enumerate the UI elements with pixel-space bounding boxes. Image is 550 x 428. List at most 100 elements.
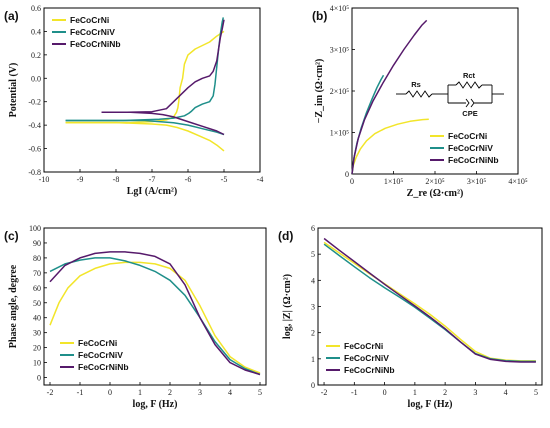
legend-label: FeCoCrNi (344, 341, 383, 351)
x-axis-label: LgI (A/cm²) (127, 186, 178, 197)
y-tick-label: 2 (311, 329, 315, 338)
x-tick-label: 0 (383, 388, 387, 397)
y-tick-label: 4 (311, 276, 315, 285)
y-tick-label: 100 (29, 224, 41, 233)
y-tick-label: 70 (33, 269, 41, 278)
y-tick-label: 3×10⁵ (330, 46, 350, 55)
x-tick-label: -2 (47, 388, 54, 397)
y-tick-label: 60 (33, 284, 41, 293)
y-tick-label: 0 (345, 170, 349, 179)
x-tick-label: 3 (198, 388, 202, 397)
rct-label: Rct (463, 71, 476, 80)
x-tick-label: -4 (257, 175, 264, 184)
y-tick-label: 0 (311, 381, 315, 390)
panel-label: (a) (4, 9, 19, 23)
y-tick-label: -0.8 (28, 168, 41, 177)
legend-label: FeCoCrNi (78, 338, 117, 348)
series-line (351, 19, 428, 175)
x-tick-label: 2×10⁵ (425, 177, 445, 186)
y-tick-label: 3 (311, 303, 315, 312)
legend-label: FeCoCrNi (448, 131, 487, 141)
cpe-label: CPE (462, 109, 477, 118)
x-tick-label: -6 (185, 175, 192, 184)
x-tick-label: 1×10⁵ (384, 177, 404, 186)
series-line (49, 251, 261, 376)
x-tick-label: 2 (168, 388, 172, 397)
x-tick-label: 5 (534, 388, 538, 397)
rct-resistor (455, 81, 483, 89)
y-axis-label: Phase angle, degree (8, 264, 19, 348)
y-tick-label: 40 (33, 314, 41, 323)
y-tick-label: -0.2 (28, 98, 41, 107)
x-tick-label: 4 (504, 388, 508, 397)
y-tick-label: -0.4 (28, 121, 41, 130)
rs-resistor (405, 90, 433, 98)
y-tick-label: 1×10⁵ (330, 129, 350, 138)
y-tick-label: 5 (311, 250, 315, 259)
chart-panel: 0 1×10⁵ 2×10⁵ 3×10⁵ 4×10⁵ 0 1×10⁵ 2×10⁵ 3×10⁵ 4×1… (312, 4, 528, 199)
y-tick-label: 0 (37, 374, 41, 383)
x-tick-label: 1 (413, 388, 417, 397)
y-tick-label: 10 (33, 359, 41, 368)
legend-label: FeCoCrNiV (448, 143, 493, 153)
x-tick-label: -9 (77, 175, 84, 184)
x-tick-label: 0 (108, 388, 112, 397)
rs-label: Rs (411, 80, 421, 89)
equivalent-circuit: Rs Rct CPE (396, 71, 504, 118)
y-tick-label: 0.4 (31, 27, 41, 36)
x-tick-label: -8 (113, 175, 120, 184)
x-tick-label: -1 (77, 388, 84, 397)
y-tick-label: 2×10⁵ (330, 87, 350, 96)
legend-label: FeCoCrNiNb (78, 362, 129, 372)
chart-panel: -10 -9 -8 -7 -6 -5 -4 -0.8 -0.6 -0.4 -0.2 0.0 0.2 0.4… (4, 4, 263, 197)
x-tick-label: -5 (221, 175, 228, 184)
y-tick-label: 4×10⁵ (330, 4, 350, 13)
y-tick-label: -0.6 (28, 145, 41, 154)
panel-label: (d) (278, 229, 293, 243)
y-tick-label: 80 (33, 254, 41, 263)
y-tick-label: 1 (311, 355, 315, 364)
legend-label: FeCoCrNi (70, 15, 109, 25)
panel-label: (c) (4, 229, 19, 243)
x-tick-label: -2 (321, 388, 328, 397)
x-tick-label: -1 (351, 388, 358, 397)
series-line (101, 111, 225, 136)
y-tick-label: 6 (311, 224, 315, 233)
x-tick-label: 3 (473, 388, 477, 397)
series-line (49, 257, 261, 376)
y-tick-label: 0.6 (31, 4, 41, 13)
legend-label: FeCoCrNiNb (70, 39, 121, 49)
cpe-element (465, 98, 475, 108)
legend-label: FeCoCrNiV (344, 353, 389, 363)
x-tick-label: 2 (443, 388, 447, 397)
series-line (65, 119, 225, 136)
y-tick-label: 30 (33, 329, 41, 338)
legend-label: FeCoCrNiNb (448, 155, 499, 165)
chart-panel: -2 -1 0 1 2 3 4 5 0 1 2 3 4 5 6 log, F (Hz) log, |Z| (Ω·… (278, 224, 543, 410)
x-tick-label: -7 (149, 175, 156, 184)
y-tick-label: 0.0 (31, 74, 41, 83)
plot-frame (43, 227, 267, 386)
series-line (65, 30, 225, 124)
panel-label: (b) (312, 9, 327, 23)
series-line (323, 237, 536, 363)
y-axis-label: Potential (V) (8, 63, 19, 118)
legend-label: FeCoCrNiNb (344, 365, 395, 375)
series-line (65, 121, 225, 152)
plot-frame (351, 7, 519, 175)
x-tick-label: 4×10⁵ (508, 177, 528, 186)
y-tick-label: 20 (33, 344, 41, 353)
x-axis-label: log, F (Hz) (133, 399, 178, 410)
legend-label: FeCoCrNiV (70, 27, 115, 37)
y-tick-label: 0.2 (31, 51, 41, 60)
x-tick-label: -10 (39, 175, 50, 184)
y-axis-label: log, |Z| (Ω·cm²) (282, 274, 293, 339)
y-axis-label: −Z_im (Ω·cm²) (314, 59, 325, 124)
x-tick-label: 3×10⁵ (467, 177, 487, 186)
legend-label: FeCoCrNiV (78, 350, 123, 360)
x-tick-label: 5 (258, 388, 262, 397)
y-tick-label: 90 (33, 239, 41, 248)
series-line (351, 118, 429, 175)
